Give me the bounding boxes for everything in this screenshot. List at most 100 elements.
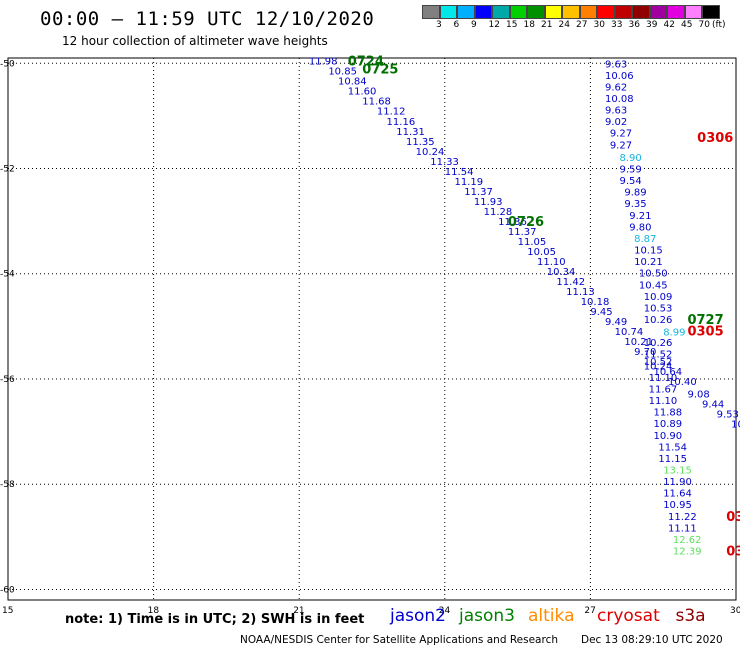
swh-value-label: 10.26 [644,338,673,349]
swh-value-label: 11.12 [377,107,406,118]
color-scale-label: 39 [646,20,658,30]
color-scale-label: 3 [436,20,442,30]
swh-value-label: 12.39 [673,547,702,558]
map-grid [8,58,736,600]
swh-value-label: 10.45 [639,280,668,291]
pass-time-label: 0306 [697,131,733,146]
swh-value-label: 9.63 [605,59,627,70]
swh-value-label: 9.70 [634,347,656,358]
swh-value-label: 11.33 [430,157,459,168]
color-swatch [422,5,440,19]
swh-value-label: 9.27 [610,129,632,140]
swh-value-label: 11.67 [649,384,678,395]
swh-value-label: 10.74 [615,327,644,338]
color-swatch [579,5,597,19]
swh-value-label: 10.95 [663,500,692,511]
legend-item-s3a: s3a [675,606,706,626]
swh-value-label: 11.31 [396,127,425,138]
swh-value-label: 11.37 [464,187,493,198]
pass-time-label: 0305 [687,325,723,340]
page-subtitle: 12 hour collection of altimeter wave hei… [62,34,328,48]
legend-item-jason2: jason2 [390,606,446,626]
color-scale-label: 12 [488,20,500,30]
map-frame [7,57,737,601]
swh-value-label: 11.13 [566,287,595,298]
color-scale-label: 42 [663,20,675,30]
swh-value-label: 11.19 [455,177,484,188]
swh-value-label: 11.11 [668,523,697,534]
lat-tick-label: -50 [0,59,15,69]
color-scale-label: 45 [681,20,693,30]
swh-value-label: 9.89 [624,188,646,199]
lat-tick-label: -60 [0,585,15,595]
swh-value-label: 10.05 [527,247,556,258]
color-swatch [614,5,632,19]
lat-tick-label: -52 [0,165,15,175]
map-axes: 15 18 21 24 27 30 -50 -52 -54 -56 -58 -60 [0,57,740,616]
swh-value-label: 10.09 [644,292,673,303]
swh-value-label: 10.85 [328,67,357,78]
swh-value-label: 9.53 [717,410,739,421]
swh-value-label: 11.35 [406,137,435,148]
swh-value-label: 11.15 [658,454,687,465]
swh-value-label: 10.21 [634,257,663,268]
legend-item-altika: altika [528,606,575,626]
swh-value-label: 11.22 [668,512,697,523]
lon-tick-label: 18 [148,606,160,616]
swh-value-label: 11.28 [484,207,513,218]
swh-value-label: 9.21 [629,211,651,222]
swh-value-label: 10.26 [644,315,673,326]
swh-value-label: 8.87 [634,234,656,245]
color-scale-label: 18 [523,20,535,30]
swh-value-label: 11.37 [508,227,537,238]
color-scale-label: 21 [541,20,553,30]
swh-value-label: 10.18 [581,297,610,308]
legend-item-jason3: jason3 [459,606,515,626]
swh-value-label: 10.52 [644,357,673,368]
swh-value-label: 9.80 [629,222,651,233]
color-scale-label: 24 [558,20,570,30]
color-scale [422,5,720,19]
swh-value-label: 9.27 [610,140,632,151]
swh-value-label: 13.15 [663,465,692,476]
swh-value-label: 9.02 [605,117,627,128]
color-scale-label: 15 [506,20,518,30]
swh-value-label: 10.08 [605,94,634,105]
color-swatch [702,5,720,19]
color-swatch [649,5,667,19]
swh-value-label: 9.49 [605,317,627,328]
color-swatch [457,5,475,19]
swh-value-label: 8.99 [663,328,685,339]
color-swatch [597,5,615,19]
swh-value-label: 11.54 [445,167,474,178]
color-swatch [667,5,685,19]
swh-value-label: 10.06 [605,71,634,82]
color-scale-label: 27 [576,20,588,30]
swh-value-label: 9.08 [687,390,709,401]
swh-value-label: 11.10 [537,257,566,268]
pass-time-label: 0726 [508,215,544,230]
swh-value-label: 10.15 [634,246,663,257]
swh-value-label: 11.98 [309,57,338,68]
color-swatch [492,5,510,19]
swh-value-label: 10.50 [639,269,668,280]
swh-value-label: 11.42 [556,277,585,288]
credit-text: NOAA/NESDIS Center for Satellite Applica… [240,634,558,646]
color-scale-label: 70 [698,20,710,30]
color-scale-label: (ft) [712,20,726,30]
swh-value-label: 11.60 [348,87,377,98]
swh-value-label: 10.24 [416,147,445,158]
lon-tick-label: 21 [293,606,304,616]
swh-value-label: 9.54 [620,176,642,187]
color-swatch [527,5,545,19]
color-scale-labels: 3 6 9 12 15 18 21 24 27 30 33 36 39 42 45 70 (ft) [422,20,740,34]
lon-tick-label: 30 [730,606,740,616]
swh-value-label: 11.64 [663,489,692,500]
swh-value-label: 10.84 [338,77,367,88]
swh-value-label: 8.90 [620,153,642,164]
swh-value-label: 9.63 [605,106,627,117]
pass-time-label: 0304 [726,510,740,525]
swh-value-label: 12.62 [673,535,702,546]
swh-value-label: 11.90 [663,477,692,488]
